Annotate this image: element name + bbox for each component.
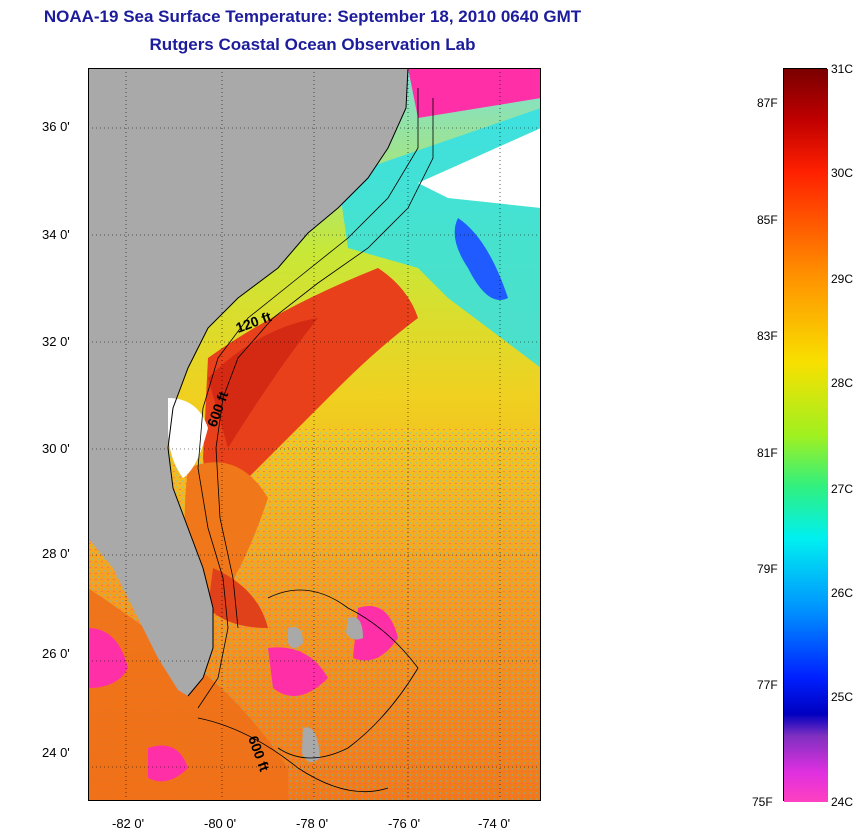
temperature-colorbar — [783, 68, 828, 802]
colorbar-fahrenheit-label: 75F — [752, 795, 773, 809]
lat-label: 34 0' — [42, 227, 70, 242]
lon-label: -80 0' — [204, 816, 237, 831]
colorbar-gradient — [784, 69, 828, 802]
colorbar-celsius-label: 27C — [831, 482, 854, 496]
colorbar-fahrenheit-label: 81F — [757, 446, 778, 460]
colorbar-celsius-label: 30C — [831, 166, 854, 180]
lat-label: 36 0' — [42, 119, 70, 134]
colorbar-celsius-label: 24C — [831, 795, 854, 809]
map-subtitle: Rutgers Coastal Ocean Observation Lab — [149, 35, 476, 54]
lon-label: -78 0' — [296, 816, 329, 831]
sst-map: 120 ft 600 ft 600 ft — [88, 68, 541, 801]
lon-label: -76 0' — [388, 816, 421, 831]
colorbar-celsius-label: 25C — [831, 690, 854, 704]
colorbar-celsius-label: 31C — [831, 62, 854, 76]
lat-label: 28 0' — [42, 546, 70, 561]
colorbar-fahrenheit-label: 77F — [757, 678, 778, 692]
colorbar-fahrenheit-label: 87F — [757, 96, 778, 110]
sst-map-image: 120 ft 600 ft 600 ft — [88, 68, 541, 801]
lat-label: 30 0' — [42, 441, 70, 456]
lat-label: 24 0' — [42, 745, 70, 760]
lat-label: 32 0' — [42, 334, 70, 349]
colorbar-celsius-label: 29C — [831, 272, 854, 286]
lon-label: -82 0' — [112, 816, 145, 831]
colorbar-fahrenheit-label: 85F — [757, 213, 778, 227]
colorbar-fahrenheit-label: 79F — [757, 562, 778, 576]
lon-label: -74 0' — [478, 816, 511, 831]
colorbar-celsius-label: 26C — [831, 586, 854, 600]
lat-label: 26 0' — [42, 646, 70, 661]
colorbar-fahrenheit-label: 83F — [757, 329, 778, 343]
colorbar-celsius-label: 28C — [831, 376, 854, 390]
map-title: NOAA-19 Sea Surface Temperature: Septemb… — [43, 7, 582, 26]
